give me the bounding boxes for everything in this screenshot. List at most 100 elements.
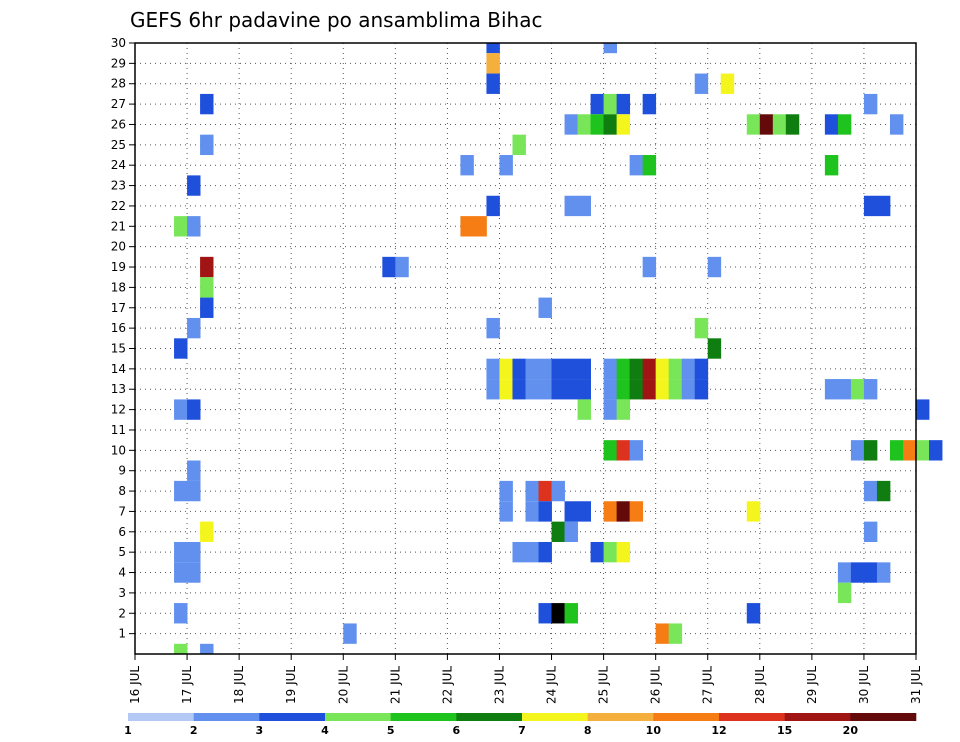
data-cell xyxy=(889,114,904,135)
y-tick-label: 2 xyxy=(118,606,126,620)
data-cell xyxy=(603,501,618,522)
data-cell xyxy=(200,643,214,654)
x-tick-label: 21 JUL xyxy=(388,666,402,704)
data-cell xyxy=(538,358,552,380)
data-cell xyxy=(486,53,500,74)
data-cell xyxy=(603,379,618,400)
data-cell xyxy=(486,379,500,400)
data-cell xyxy=(486,73,500,94)
y-tick-label: 27 xyxy=(111,97,126,111)
data-cell xyxy=(824,114,839,135)
data-cell xyxy=(902,440,917,461)
data-cell xyxy=(668,379,683,400)
x-tick-label: 22 JUL xyxy=(440,666,454,704)
data-cell xyxy=(460,155,474,176)
data-cell xyxy=(603,440,618,461)
data-cell xyxy=(590,93,604,115)
y-tick-label: 1 xyxy=(118,627,126,641)
data-cell xyxy=(174,603,188,624)
data-cell xyxy=(668,623,683,644)
data-cell xyxy=(603,358,618,380)
data-cell xyxy=(564,195,578,217)
data-cell xyxy=(187,216,201,237)
data-cell xyxy=(616,501,631,522)
y-tick-label: 9 xyxy=(118,464,126,478)
data-cell xyxy=(499,358,513,380)
y-tick-label: 16 xyxy=(111,321,126,335)
y-tick-label: 14 xyxy=(111,362,126,376)
colorbar-segment xyxy=(193,713,260,721)
data-cell xyxy=(863,195,878,217)
data-cell xyxy=(694,73,709,94)
y-tick-label: 20 xyxy=(111,240,126,254)
y-tick-label: 4 xyxy=(118,566,126,580)
data-cell xyxy=(707,338,722,359)
data-cell xyxy=(772,114,787,135)
data-cell xyxy=(551,521,565,542)
data-cell xyxy=(629,358,644,380)
data-cell xyxy=(603,541,618,563)
colorbar-label: 12 xyxy=(711,724,726,737)
data-cell xyxy=(876,480,891,502)
data-cell xyxy=(590,541,604,563)
data-cell xyxy=(395,256,409,278)
data-cell xyxy=(499,379,513,400)
colorbar-segment xyxy=(390,713,457,721)
data-cell xyxy=(460,216,474,237)
data-cell xyxy=(916,440,930,461)
data-cell xyxy=(694,317,709,339)
data-cell xyxy=(616,399,631,420)
data-cell xyxy=(863,93,878,115)
x-tick-label: 27 JUL xyxy=(701,666,715,704)
data-cell xyxy=(694,379,709,400)
colorbar-label: 1 xyxy=(124,724,132,737)
data-cell xyxy=(694,358,709,380)
colorbar-segment xyxy=(719,713,785,721)
data-cell xyxy=(512,134,526,156)
data-cell xyxy=(603,399,618,420)
data-cell xyxy=(187,480,201,502)
colorbar-segment xyxy=(456,713,523,721)
x-tick-label: 19 JUL xyxy=(284,666,298,704)
x-tick-label: 31 JUL xyxy=(909,666,923,704)
data-cell xyxy=(850,440,865,461)
data-cell xyxy=(876,195,891,217)
data-cell xyxy=(564,379,578,400)
data-cell xyxy=(564,501,578,522)
y-tick-label: 18 xyxy=(111,280,126,294)
data-cell xyxy=(382,256,396,278)
y-tick-label: 8 xyxy=(118,484,126,498)
data-cell xyxy=(577,501,591,522)
data-cell xyxy=(707,256,722,278)
data-cell xyxy=(174,216,188,237)
colorbar-label: 10 xyxy=(646,724,662,737)
data-cell xyxy=(668,358,683,380)
colorbar-label: 4 xyxy=(321,724,329,737)
data-cell xyxy=(629,379,644,400)
data-cell xyxy=(200,521,214,542)
data-cell xyxy=(824,155,839,176)
y-tick-label: 15 xyxy=(111,342,126,356)
y-tick-label: 22 xyxy=(111,199,126,213)
data-cell xyxy=(863,562,878,583)
data-cell xyxy=(655,623,670,644)
colorbar-label: 15 xyxy=(777,724,792,737)
y-tick-label: 17 xyxy=(111,301,126,315)
y-tick-label: 6 xyxy=(118,525,126,539)
data-cell xyxy=(916,399,930,420)
data-cell xyxy=(603,93,618,115)
data-cell xyxy=(577,379,591,400)
data-cell xyxy=(889,440,904,461)
data-cell xyxy=(577,358,591,380)
data-cell xyxy=(642,358,657,380)
data-cell xyxy=(551,358,565,380)
colorbar-label: 6 xyxy=(453,724,461,737)
data-cell xyxy=(512,358,526,380)
data-cell xyxy=(616,114,631,135)
data-cell xyxy=(200,297,214,318)
data-cell xyxy=(564,358,578,380)
y-tick-label: 10 xyxy=(111,443,126,457)
y-tick-label: 13 xyxy=(111,382,126,396)
data-cell xyxy=(551,603,565,624)
data-cell xyxy=(499,155,513,176)
